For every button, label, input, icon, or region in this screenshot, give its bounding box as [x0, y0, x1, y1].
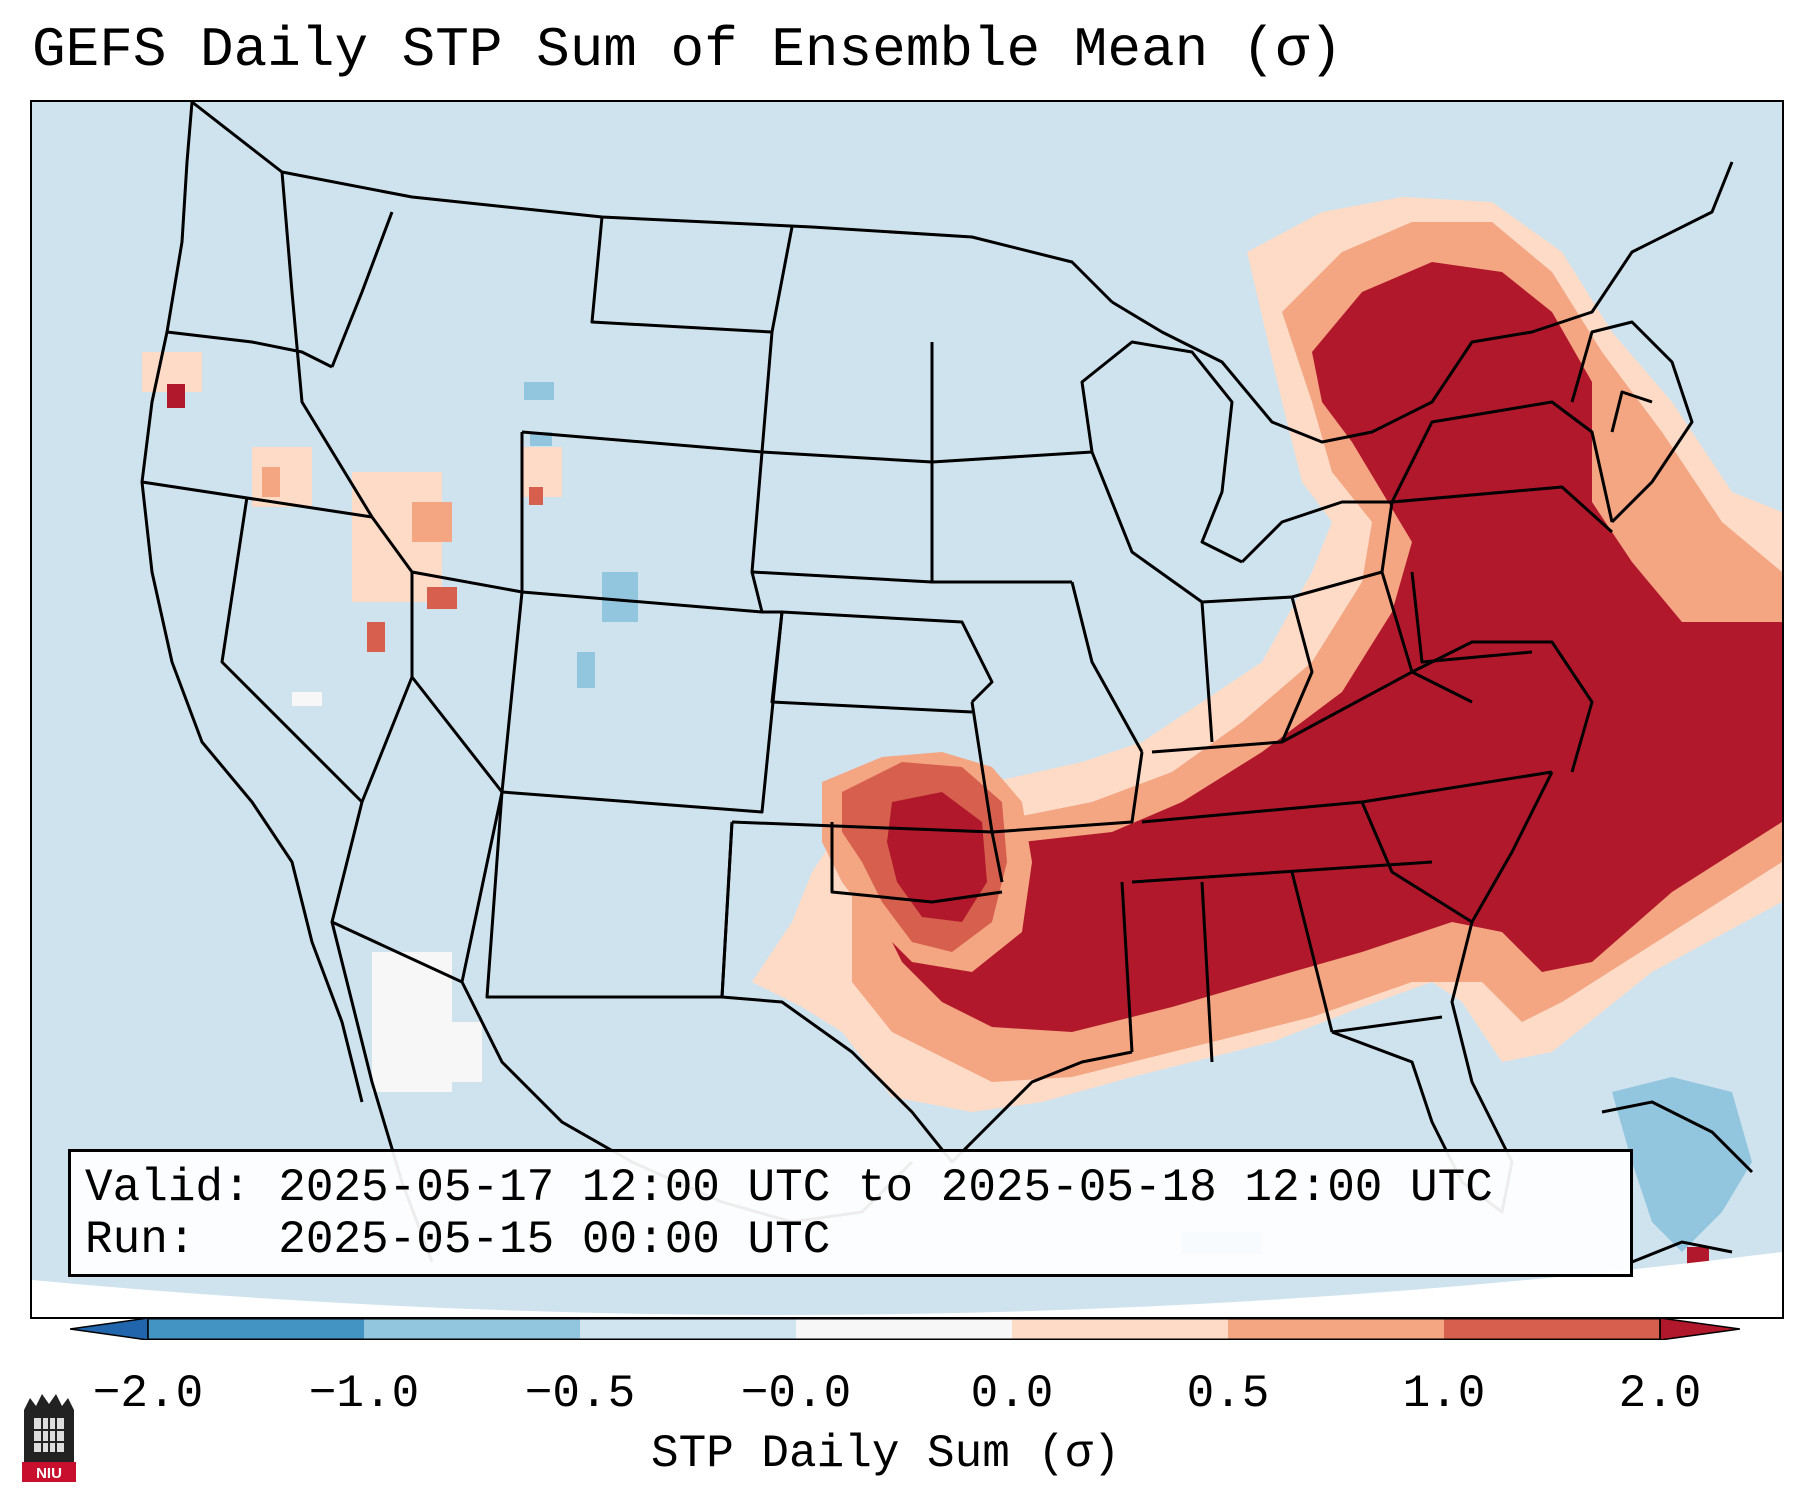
colorbar-tick-1: −2.0: [92, 1368, 204, 1420]
field-west-8: [367, 622, 385, 652]
svg-text:NIU: NIU: [36, 1465, 62, 1482]
map-title: GEFS Daily STP Sum of Ensemble Mean (σ): [32, 18, 1343, 82]
colorbar-bin-3: [580, 1318, 796, 1340]
colorbar-bin-2: [364, 1318, 580, 1340]
colorbar-bin-6: [1228, 1318, 1444, 1340]
field-west-15: [292, 692, 322, 706]
field-west-4: [262, 467, 280, 497]
field-caribbean: [1612, 1077, 1752, 1252]
niu-logo-icon: NIU: [22, 1394, 76, 1482]
field-mexico-1: [372, 952, 452, 1092]
colorbar-tick-7: 1.0: [1402, 1368, 1486, 1420]
field-west-11: [524, 382, 554, 400]
field-west-3: [252, 447, 312, 507]
colorbar-tick-5: 0.0: [970, 1368, 1054, 1420]
colorbar-tick-4: −0.0: [740, 1368, 852, 1420]
colorbar-tick-6: 0.5: [1186, 1368, 1270, 1420]
colorbar-bin-1: [148, 1318, 364, 1340]
map-panel: Valid: 2025-05-17 12:00 UTC to 2025-05-1…: [30, 100, 1784, 1319]
stp-field: [142, 197, 1782, 1265]
field-west-2: [167, 384, 185, 408]
colorbar-bin-7: [1444, 1318, 1660, 1340]
stp-map: [32, 102, 1782, 1317]
field-west-6: [412, 502, 452, 542]
field-cuba-dark: [1687, 1247, 1709, 1265]
projection-edge: [32, 1252, 1782, 1317]
field-dark-east: [882, 262, 1782, 1032]
colorbar-extend-low: [70, 1318, 149, 1340]
field-west-14: [577, 652, 595, 688]
colorbar-bin-5: [1012, 1318, 1228, 1340]
colorbar-tick-8: 2.0: [1618, 1368, 1702, 1420]
colorbar-label: STP Daily Sum (σ): [651, 1428, 1121, 1480]
valid-run-box: Valid: 2025-05-17 12:00 UTC to 2025-05-1…: [68, 1149, 1633, 1277]
valid-time: Valid: 2025-05-17 12:00 UTC to 2025-05-1…: [85, 1162, 1493, 1214]
colorbar-bin-4: [796, 1318, 1012, 1340]
colorbar-tick-2: −1.0: [308, 1368, 420, 1420]
field-west-13: [602, 572, 638, 622]
field-west-10: [529, 487, 543, 505]
state-borders: [140, 102, 1734, 1214]
field-mexico-2: [442, 1022, 482, 1082]
run-time: Run: 2025-05-15 00:00 UTC: [85, 1214, 831, 1266]
colorbar: [70, 1318, 1740, 1340]
field-west-7: [427, 587, 457, 609]
colorbar-tick-3: −0.5: [524, 1368, 636, 1420]
colorbar-outline: [147, 1318, 1661, 1340]
colorbar-extend-high: [1659, 1318, 1740, 1340]
field-plains-core: [887, 792, 987, 922]
